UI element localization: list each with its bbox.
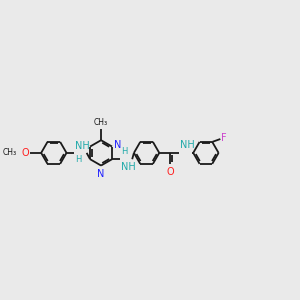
Text: H: H [121,147,127,156]
Text: N: N [114,140,122,150]
Text: NH: NH [121,161,135,172]
Text: F: F [221,134,227,143]
Text: CH₃: CH₃ [94,118,108,127]
Text: NH: NH [75,141,90,151]
Text: NH: NH [180,140,195,150]
Text: N: N [97,169,104,179]
Text: O: O [21,148,29,158]
Text: H: H [75,155,81,164]
Text: O: O [167,167,174,177]
Text: CH₃: CH₃ [3,148,17,158]
